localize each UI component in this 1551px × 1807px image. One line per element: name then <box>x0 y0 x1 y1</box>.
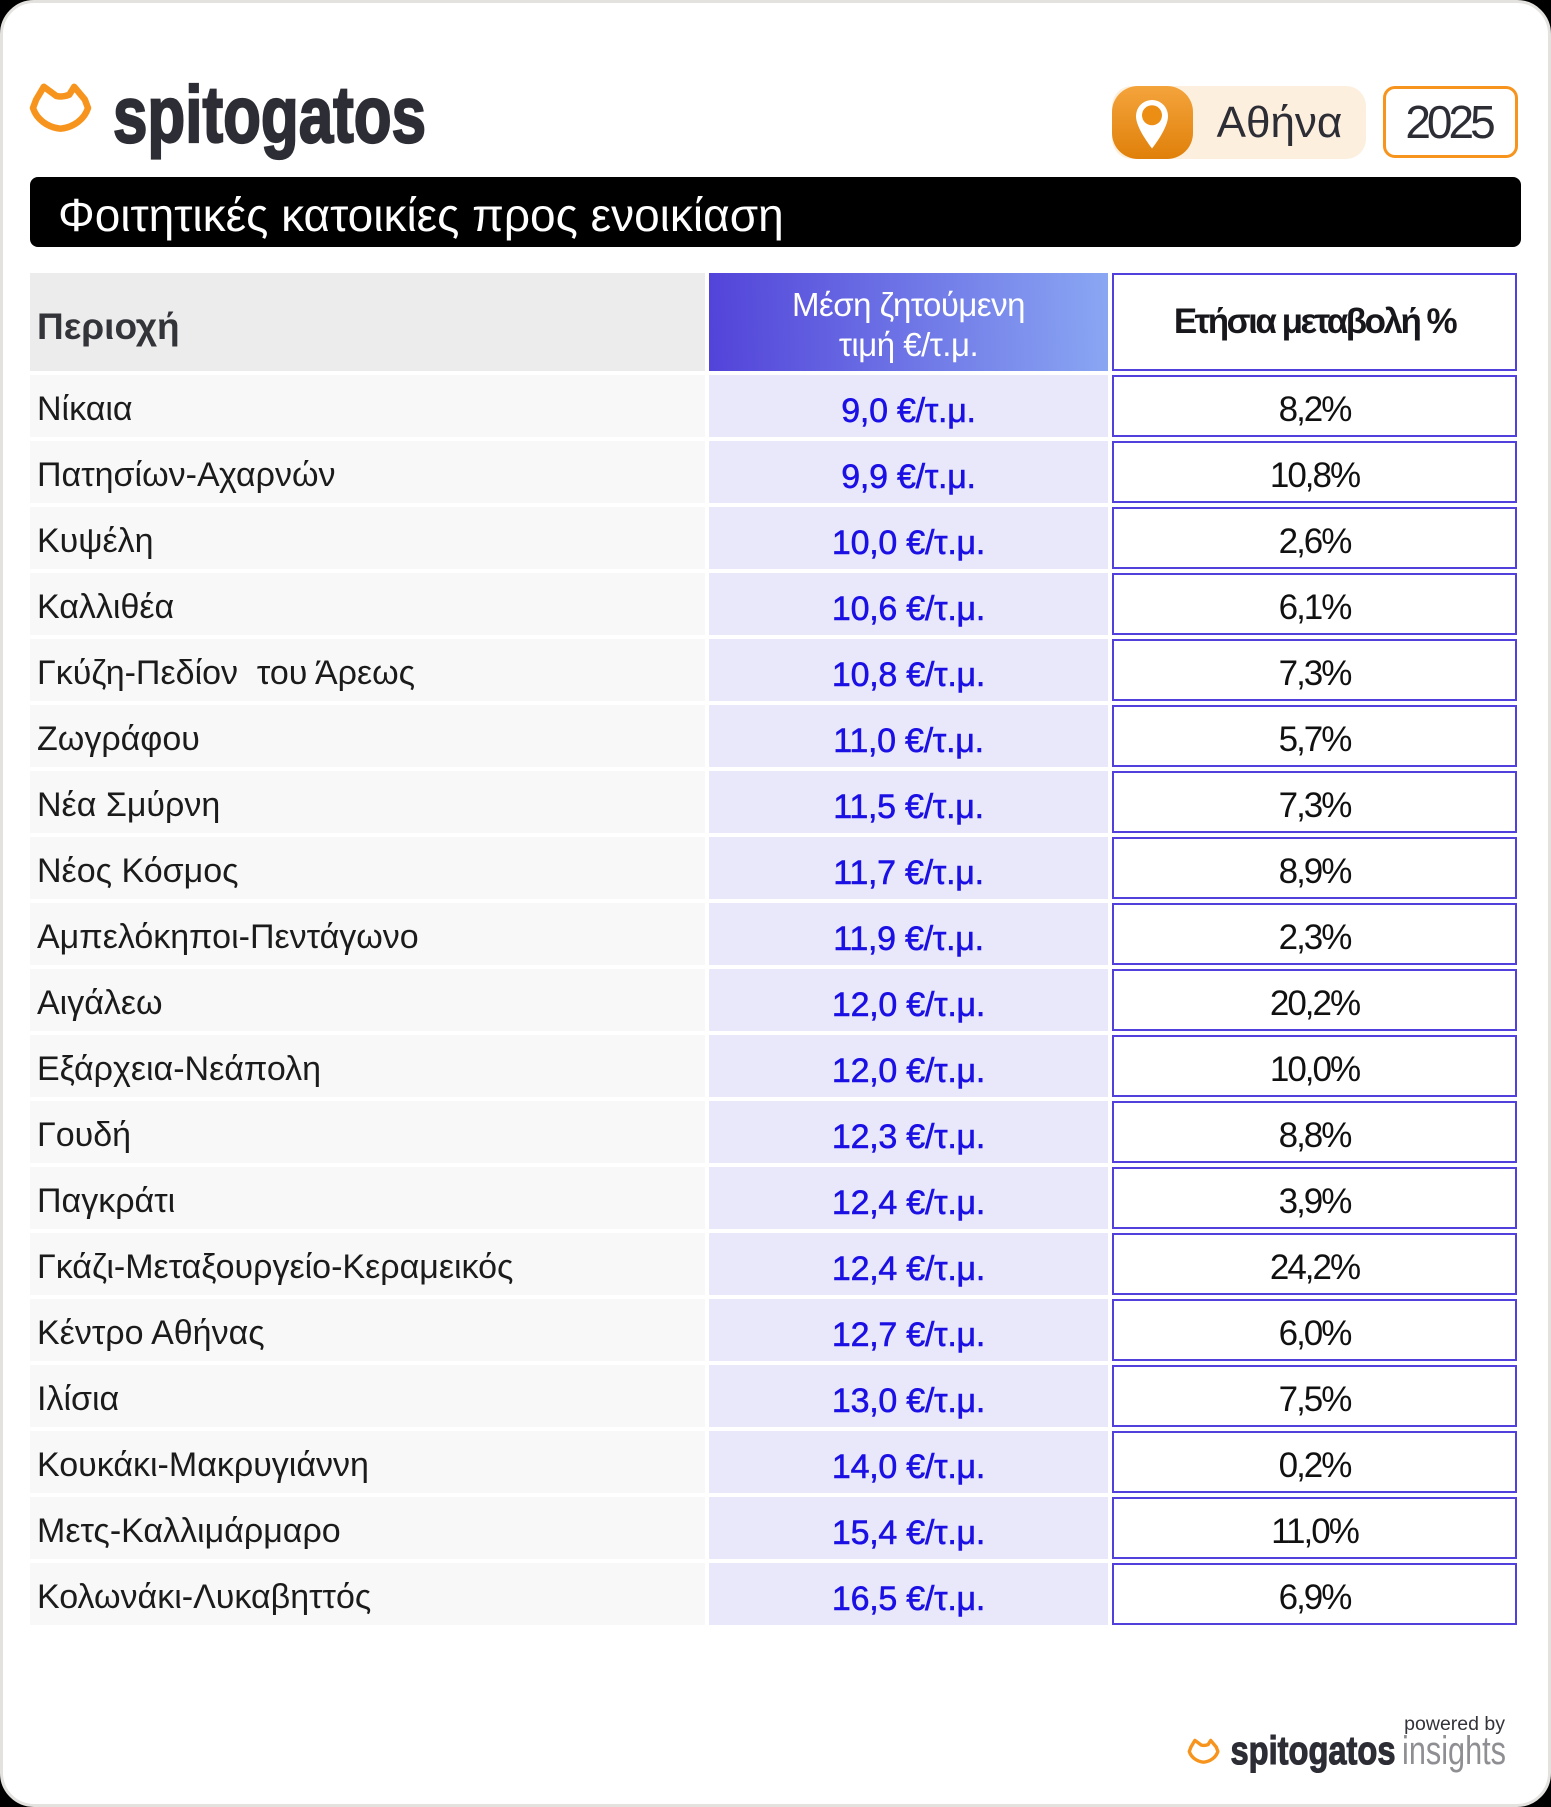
svg-text:spitogatos: spitogatos <box>1231 1731 1396 1773</box>
svg-text:spitogatos: spitogatos <box>113 81 426 159</box>
svg-text:insights: insights <box>1402 1731 1506 1773</box>
